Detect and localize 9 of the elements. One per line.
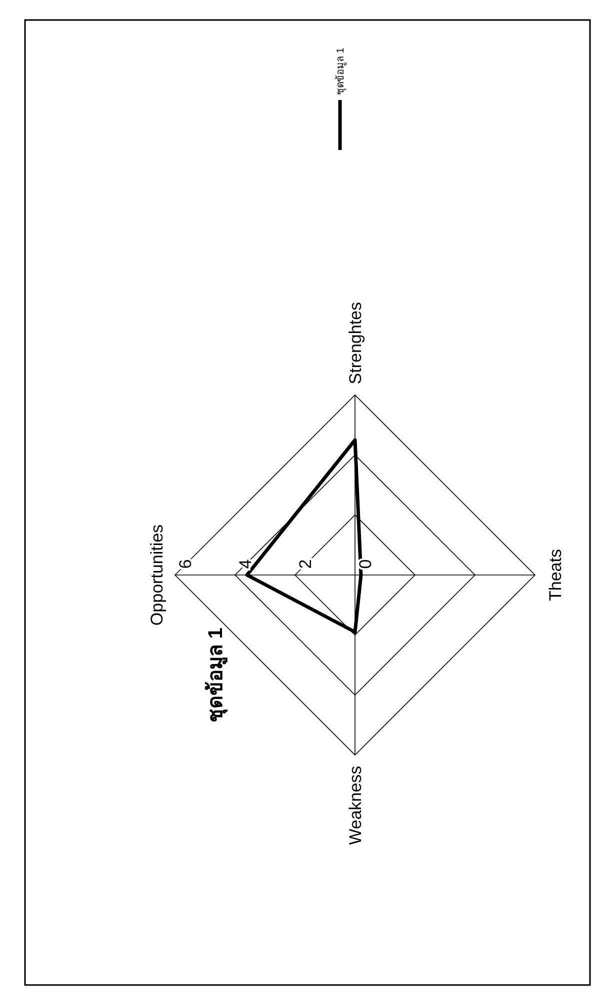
text: ชุดข้อมูล 1 bbox=[334, 47, 346, 95]
spoke-label: Theats bbox=[546, 549, 566, 601]
y-tick-label: 2 bbox=[296, 559, 315, 569]
y-tick-label: 4 bbox=[236, 559, 255, 569]
spoke-label: Weakness bbox=[346, 766, 365, 845]
spoke-label: Strenghtes bbox=[346, 302, 365, 384]
text: ชุดข้อมูล 1 bbox=[204, 628, 229, 722]
y-tick-label: 6 bbox=[176, 559, 195, 569]
spoke-label: Opportunities bbox=[148, 524, 166, 626]
